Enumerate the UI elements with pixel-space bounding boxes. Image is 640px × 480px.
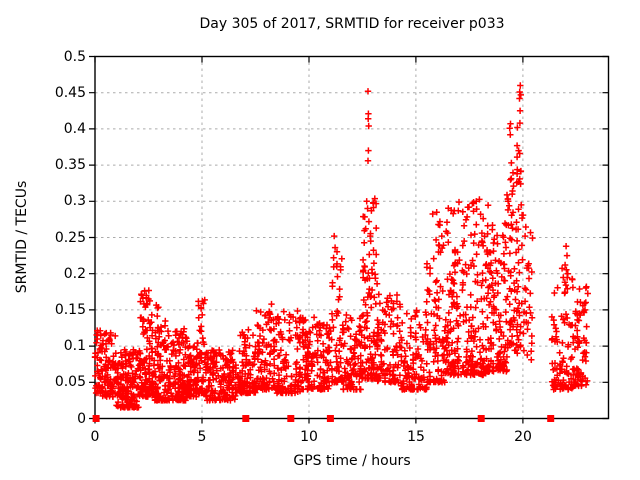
x-tick-label: 5: [197, 429, 207, 445]
y-tick-label: 0.05: [54, 374, 86, 390]
zero-value-marker: [326, 415, 334, 422]
x-tick-label: 10: [300, 429, 318, 445]
zero-value-marker: [547, 415, 555, 422]
y-tick-label: 0.3: [63, 193, 86, 209]
y-tick-label: 0.2: [63, 266, 86, 282]
zero-value-marker: [287, 415, 295, 422]
y-tick-label: 0: [77, 411, 86, 427]
x-tick-label: 20: [514, 429, 532, 445]
tick-marks: [89, 55, 609, 424]
zero-value-marker: [92, 415, 100, 422]
chart-title: Day 305 of 2017, SRMTID for receiver p03…: [199, 16, 505, 32]
y-tick-label: 0.15: [54, 302, 86, 318]
x-tick-label: 0: [90, 429, 100, 445]
data-points: [91, 82, 591, 411]
x-tick-label: 15: [407, 429, 425, 445]
y-tick-label: 0.45: [54, 85, 86, 101]
zero-value-marker: [477, 415, 485, 422]
plot-border: [94, 55, 610, 420]
y-tick-label: 0.1: [63, 338, 86, 354]
y-tick-label: 0.35: [54, 157, 86, 173]
y-tick-label: 0.4: [63, 121, 86, 137]
y-tick-label: 0.5: [63, 49, 86, 65]
zero-value-marker: [242, 415, 250, 422]
x-axis-label: GPS time / hours: [293, 453, 411, 469]
y-tick-label: 0.25: [54, 230, 86, 246]
